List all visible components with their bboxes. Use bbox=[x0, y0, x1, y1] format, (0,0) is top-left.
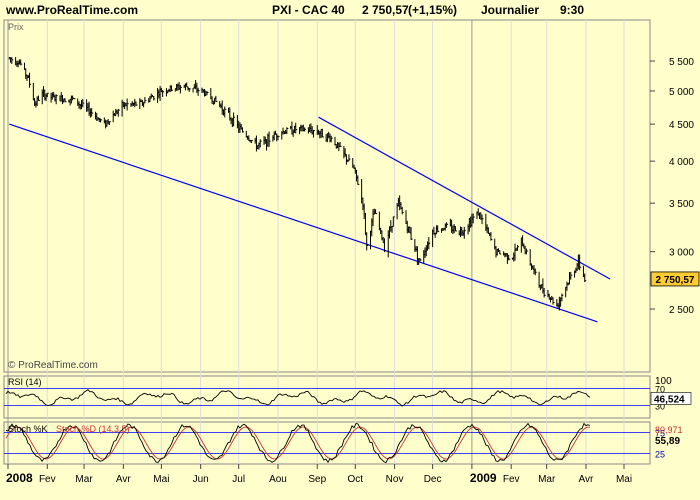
x-tick-label: Mar bbox=[75, 474, 93, 485]
price-panel-title: Prix bbox=[8, 22, 24, 32]
stoch-d-title: Stoch %D (14,3,5) bbox=[56, 424, 130, 434]
rsi-value: 46,524 bbox=[654, 394, 685, 405]
trendlines bbox=[9, 116, 611, 323]
y-tick-label: 3 500 bbox=[669, 199, 694, 210]
rsi-level-label: 70 bbox=[655, 385, 665, 395]
x-tick-label: Nov bbox=[386, 474, 404, 485]
rsi-top-label: 100 bbox=[655, 376, 672, 387]
stoch-value-1: 80,971 bbox=[655, 425, 683, 435]
x-tick-label: Oct bbox=[348, 474, 364, 485]
x-tick-label: Jun bbox=[193, 474, 209, 485]
x-tick-label: Dec bbox=[424, 474, 442, 485]
stoch-value-2: 55,89 bbox=[655, 436, 680, 447]
x-tick-label: Fev bbox=[503, 474, 520, 485]
x-tick-label: Mai bbox=[153, 474, 169, 485]
rsi-line bbox=[5, 389, 591, 407]
price-panel bbox=[3, 19, 651, 373]
current-price-tag bbox=[650, 271, 700, 287]
y-tick-label: 5 000 bbox=[669, 87, 694, 98]
stoch-level-label: 75 bbox=[655, 429, 665, 439]
x-tick-label: 2008 bbox=[6, 471, 33, 485]
y-tick-label: 4 500 bbox=[669, 120, 694, 131]
instrument-name: PXI - CAC 40 bbox=[272, 3, 345, 17]
x-tick-label: Mar bbox=[538, 474, 556, 485]
y-tick-label: 4 000 bbox=[669, 157, 694, 168]
rsi-title: RSI (14) bbox=[8, 377, 42, 387]
stoch-k-line bbox=[5, 422, 591, 464]
trendline-lower bbox=[9, 123, 598, 323]
time-label: 9:30 bbox=[560, 3, 585, 17]
x-tick-label: Avr bbox=[116, 474, 131, 485]
rsi-level-label: 30 bbox=[655, 401, 665, 411]
current-price-label: 2 750,57 bbox=[656, 275, 695, 286]
x-tick-label: Fev bbox=[39, 474, 56, 485]
y-tick-label: 5 500 bbox=[669, 57, 694, 68]
x-tick-label: Sep bbox=[308, 474, 326, 485]
site-url[interactable]: www.ProRealTime.com bbox=[6, 3, 139, 17]
price-change: (+1,15%) bbox=[408, 3, 458, 17]
x-tick-label: Jul bbox=[232, 474, 245, 485]
last-price: 2 750,57 bbox=[362, 3, 409, 17]
price-bars bbox=[8, 57, 587, 311]
stoch-k-title: Stoch %K bbox=[8, 424, 48, 434]
stoch-level-label: 25 bbox=[655, 450, 665, 460]
x-tick-label: Avr bbox=[579, 474, 594, 485]
chart-frames bbox=[3, 19, 651, 465]
grid bbox=[4, 20, 655, 469]
chart-header: www.ProRealTime.com PXI - CAC 40 2 750,5… bbox=[0, 0, 700, 18]
x-tick-label: Mai bbox=[616, 474, 632, 485]
x-tick-label: 2009 bbox=[470, 471, 497, 485]
axis-labels: 2008 Fev Mar Avr Mai Jun Jul Aou Sep Oct Nov Dec 200… bbox=[6, 22, 700, 485]
trendline-upper bbox=[318, 116, 611, 280]
stoch-lines bbox=[5, 422, 591, 464]
rsi-panel bbox=[3, 375, 651, 419]
period-label: Journalier bbox=[481, 3, 540, 17]
rsi-value-tag bbox=[650, 392, 692, 405]
stoch-d-line bbox=[5, 426, 591, 460]
x-tick-label: Aou bbox=[269, 474, 287, 485]
rsi-lines bbox=[5, 389, 591, 407]
y-tick-label: 2 500 bbox=[669, 305, 694, 316]
y-tick-label: 3 000 bbox=[669, 248, 694, 259]
watermark: © ProRealTime.com bbox=[8, 360, 98, 371]
